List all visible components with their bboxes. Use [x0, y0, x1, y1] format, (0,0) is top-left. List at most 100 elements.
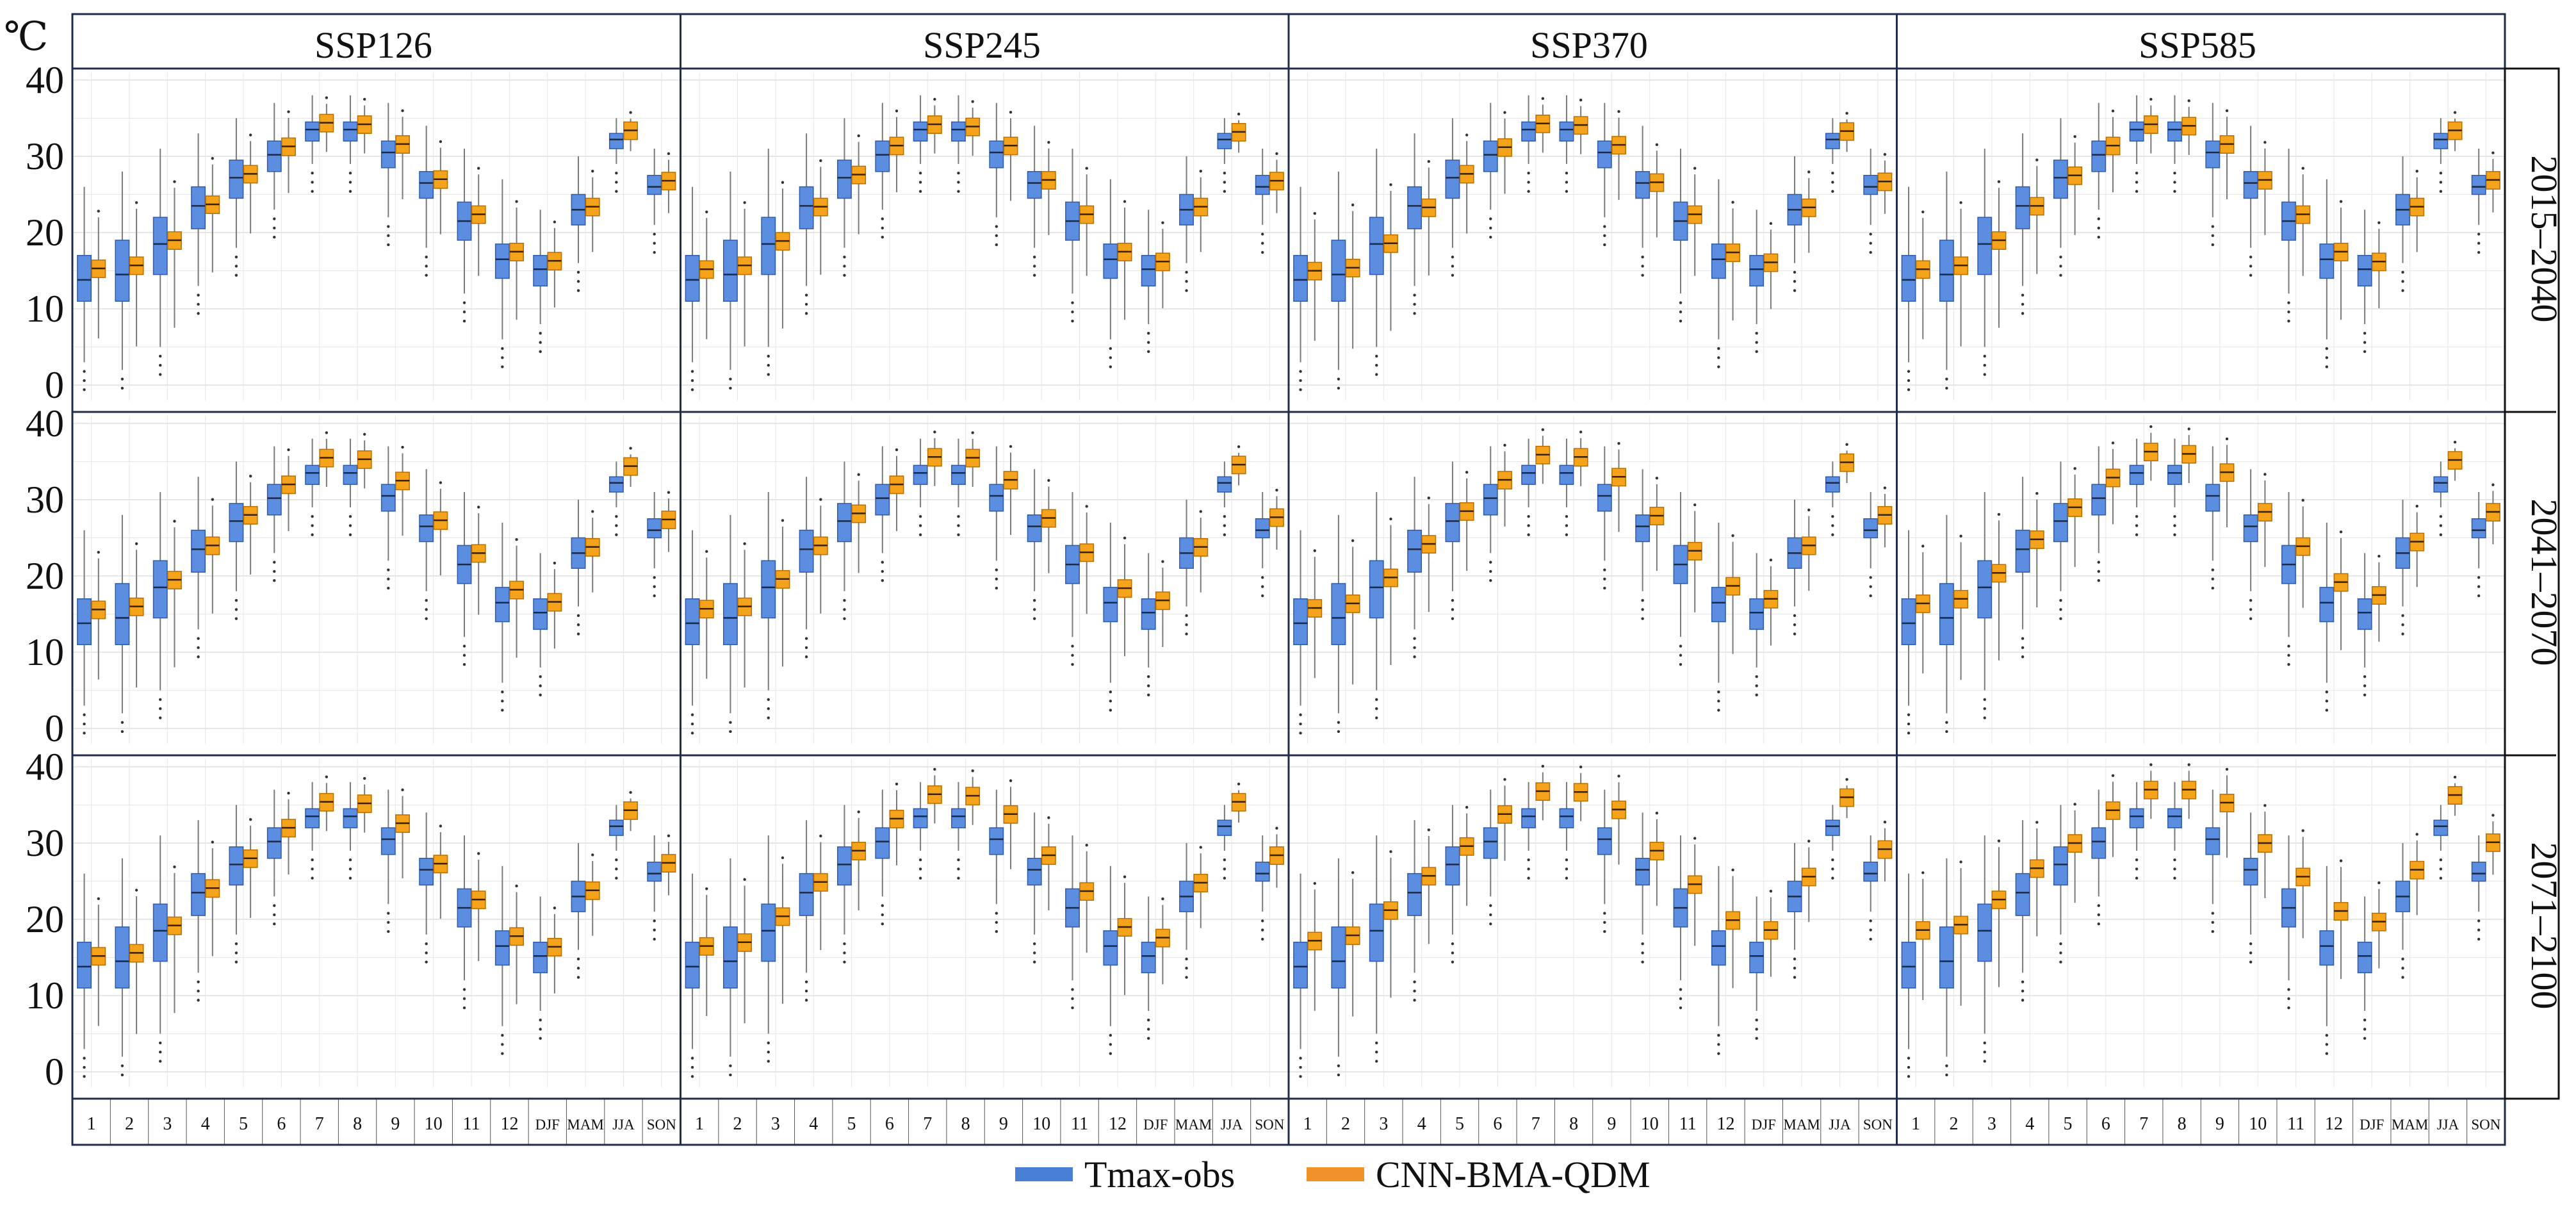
x-tick-label: 9 [391, 1114, 400, 1134]
obs-box [2243, 171, 2258, 199]
model-outlier [1807, 839, 1811, 843]
y-tick-label: 0 [45, 1051, 64, 1093]
obs-outlier [1071, 653, 1074, 657]
x-tick-label: DJF [2360, 1117, 2384, 1133]
obs-outlier [83, 722, 86, 726]
legend-label-model: CNN-BMA-QDM [1376, 1154, 1651, 1195]
obs-outlier [2173, 171, 2176, 175]
model-outlier [1465, 805, 1469, 809]
x-tick-label: MAM [567, 1117, 604, 1133]
obs-outlier [83, 379, 86, 382]
obs-outlier [1146, 332, 1150, 335]
obs-outlier [1261, 937, 1264, 941]
obs-outlier [843, 942, 846, 946]
model-outlier [1123, 536, 1127, 540]
obs-box [1217, 819, 1232, 836]
model-outlier [1123, 200, 1127, 203]
obs-outlier [918, 876, 922, 880]
model-outlier [705, 550, 708, 554]
obs-box [1483, 484, 1498, 516]
obs-outlier [2135, 867, 2139, 871]
panel-ssp126-row-3 [72, 759, 681, 1087]
model-outlier [553, 220, 557, 224]
obs-outlier [1146, 1019, 1150, 1022]
x-tick-label: 3 [1379, 1114, 1388, 1134]
obs-outlier [1261, 576, 1264, 579]
obs-outlier [1527, 181, 1530, 184]
model-outlier [2491, 151, 2495, 154]
obs-outlier [311, 524, 314, 527]
model-outlier [439, 824, 443, 828]
obs-box [1521, 121, 1537, 142]
obs-outlier [1375, 364, 1378, 367]
obs-outlier [2097, 235, 2100, 239]
model-outlier [2377, 881, 2381, 885]
model-outlier [1845, 443, 1848, 446]
obs-box [1635, 858, 1651, 886]
obs-box [647, 174, 662, 195]
obs-outlier [1413, 646, 1416, 650]
obs-outlier [1299, 388, 1302, 391]
obs-box [875, 140, 890, 172]
obs-outlier [881, 235, 884, 239]
model-outlier [401, 788, 404, 792]
panel-ssp370-row-1 [1289, 72, 1897, 400]
obs-outlier [159, 716, 162, 719]
obs-box [799, 186, 814, 229]
model-outlier [629, 447, 632, 450]
y-tick-label: 40 [26, 59, 64, 101]
obs-outlier [234, 942, 238, 946]
model-outlier [1313, 882, 1316, 885]
obs-box [494, 930, 510, 966]
x-tick-label: 8 [353, 1114, 362, 1134]
obs-box [2433, 819, 2449, 836]
obs-box [1369, 560, 1384, 619]
y-tick-label: 30 [26, 135, 64, 177]
model-outlier [2377, 221, 2381, 224]
obs-outlier [1717, 347, 1720, 350]
obs-outlier [1793, 632, 1797, 636]
obs-outlier [1337, 721, 1341, 724]
obs-outlier [1717, 700, 1720, 703]
y-tick-label: 30 [26, 479, 64, 521]
obs-box [343, 808, 358, 828]
obs-outlier [1109, 709, 1113, 712]
obs-outlier [501, 690, 504, 694]
x-tick-label: DJF [1143, 1117, 1168, 1133]
obs-outlier [1679, 310, 1683, 314]
obs-outlier [1869, 928, 1872, 931]
obs-outlier [1907, 1075, 1911, 1078]
model-outlier [173, 180, 176, 183]
obs-box [1711, 930, 1726, 966]
model-outlier [287, 791, 290, 795]
obs-outlier [273, 922, 276, 926]
model-outlier [895, 110, 899, 113]
model-outlier [325, 431, 329, 434]
obs-outlier [881, 561, 884, 564]
model-outlier [2415, 833, 2418, 836]
unit-label: ℃ [4, 15, 48, 59]
obs-outlier [2059, 265, 2062, 268]
obs-outlier [539, 1019, 542, 1022]
obs-outlier [234, 960, 238, 964]
obs-outlier [804, 980, 808, 983]
obs-box [951, 464, 966, 485]
obs-box [1521, 464, 1537, 485]
obs-outlier [1032, 608, 1036, 611]
obs-box [1597, 140, 1612, 168]
model-outlier [515, 537, 518, 541]
obs-outlier [1907, 1065, 1911, 1069]
obs-box [1749, 942, 1765, 974]
obs-outlier [1755, 1019, 1758, 1022]
obs-outlier [462, 310, 466, 314]
obs-outlier [1831, 867, 1834, 871]
obs-outlier [462, 988, 466, 991]
obs-outlier [690, 379, 694, 382]
obs-outlier [1451, 942, 1455, 946]
obs-outlier [120, 721, 124, 724]
obs-outlier [1223, 171, 1227, 175]
y-tick-label: 40 [26, 402, 64, 445]
obs-outlier [197, 999, 200, 1002]
obs-outlier [2325, 1043, 2329, 1046]
